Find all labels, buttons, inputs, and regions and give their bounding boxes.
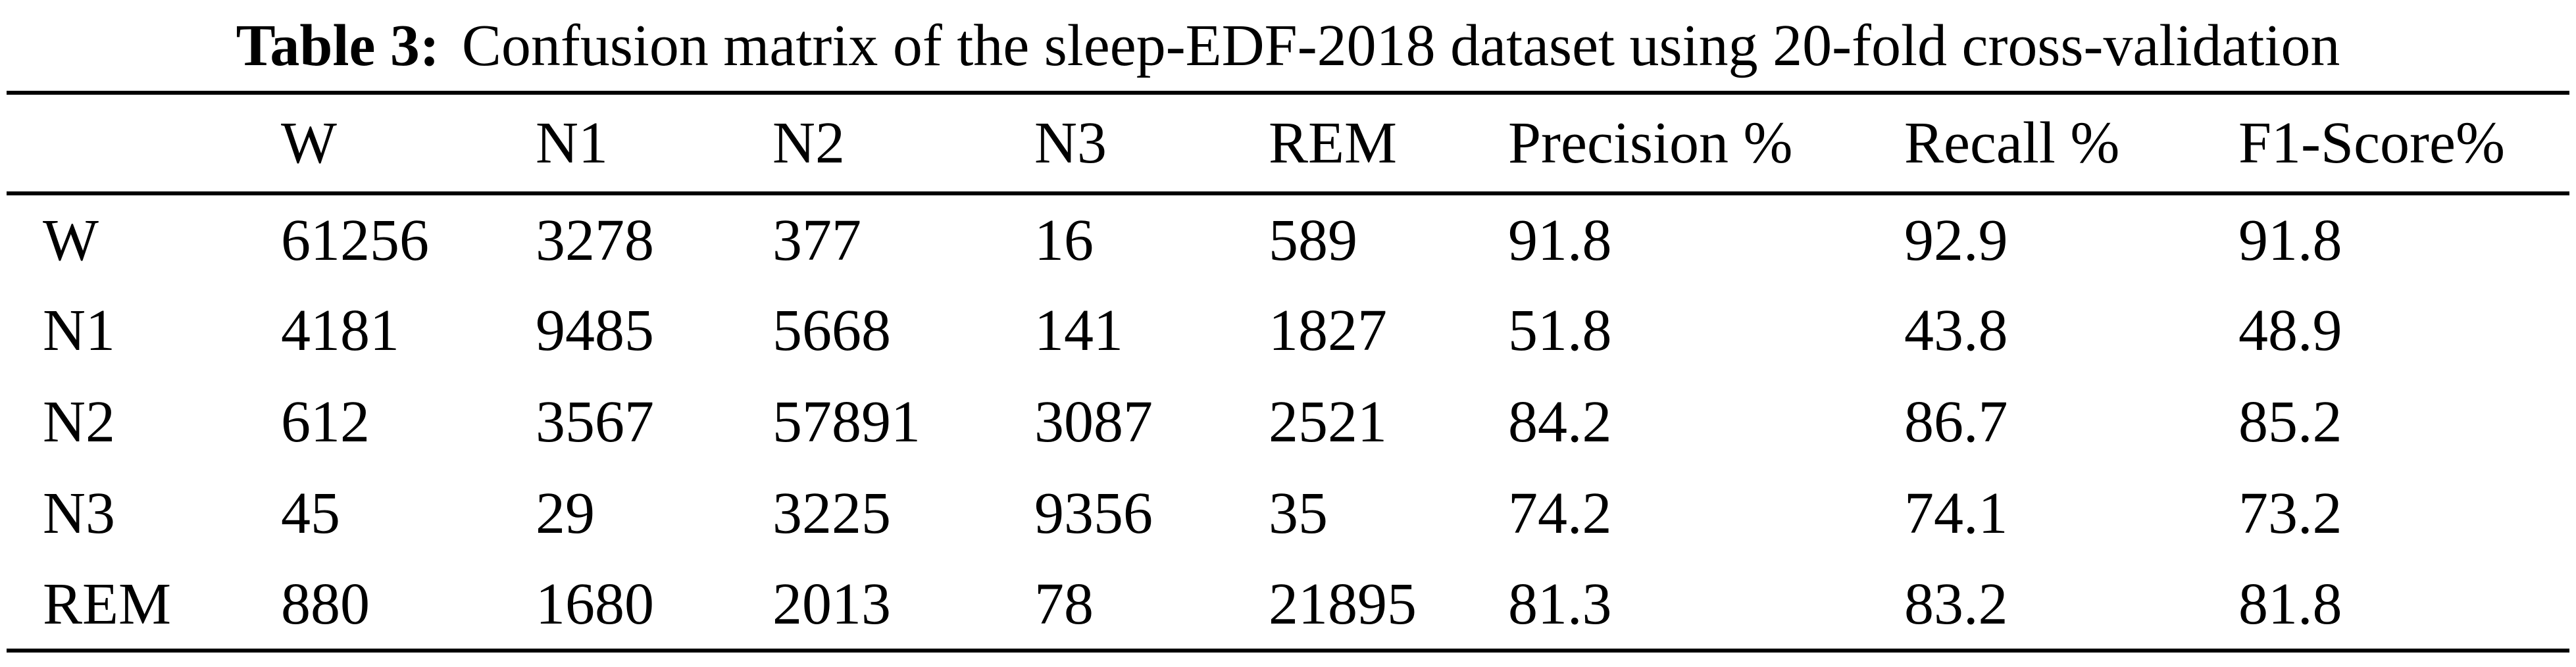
table-cell: 9356: [1034, 481, 1153, 546]
table-cell: 84.2: [1508, 389, 1612, 455]
header-cell-f1score: F1-Score%: [2238, 93, 2569, 195]
header-cell-precision: Precision %: [1508, 93, 1904, 195]
table-cell: 51.8: [1508, 298, 1612, 363]
table-row-n3: N3 45 29 3225 9356 35 74.2 74.1 73.2: [7, 468, 2569, 559]
table-cell: 86.7: [1904, 389, 2008, 455]
header-cell-n3: N3: [1034, 93, 1269, 195]
table-cell: 16: [1034, 207, 1094, 273]
table-cell: 9485: [536, 298, 654, 363]
table-cell: 141: [1034, 298, 1123, 363]
table-cell: 45: [281, 481, 340, 546]
table-cell: 61256: [281, 207, 429, 273]
header-cell-n2: N2: [772, 93, 1034, 195]
row-label: N1: [43, 298, 115, 363]
row-label: N3: [43, 481, 115, 546]
header-cell-w: W: [281, 93, 536, 195]
row-label: REM: [43, 571, 172, 637]
table-cell: 21895: [1269, 571, 1417, 637]
table-cell: 81.3: [1508, 571, 1612, 637]
table-cell: 1827: [1269, 298, 1387, 363]
table-caption-text: Confusion matrix of the sleep-EDF-2018 d…: [461, 12, 2340, 78]
table-row-w: W 61256 3278 377 16 589 91.8 92.9 91.8: [7, 193, 2569, 285]
table-caption-label: Table 3:: [236, 12, 440, 78]
row-label: W: [43, 207, 99, 273]
table-cell: 1680: [536, 571, 654, 637]
table-cell: 73.2: [2238, 481, 2342, 546]
table-cell: 3087: [1034, 389, 1153, 455]
table-cell: 4181: [281, 298, 399, 363]
table-caption: Table 3: Confusion matrix of the sleep-E…: [0, 0, 2576, 91]
table-row-rem: REM 880 1680 2013 78 21895 81.3 83.2 81.…: [7, 559, 2569, 651]
table-cell: 612: [281, 389, 370, 455]
table-cell: 43.8: [1904, 298, 2008, 363]
table-cell: 3567: [536, 389, 654, 455]
table-cell: 85.2: [2238, 389, 2342, 455]
header-cell-n1: N1: [536, 93, 772, 195]
table-cell: 5668: [772, 298, 891, 363]
table-cell: 78: [1034, 571, 1094, 637]
table-cell: 2013: [772, 571, 891, 637]
table-cell: 91.8: [1508, 207, 1612, 273]
table-cell: 35: [1269, 481, 1328, 546]
table-cell: 91.8: [2238, 207, 2342, 273]
table-row-n1: N1 4181 9485 5668 141 1827 51.8 43.8 48.…: [7, 285, 2569, 376]
header-cell-empty: [7, 93, 281, 195]
table-cell: 74.2: [1508, 481, 1612, 546]
table-cell: 3278: [536, 207, 654, 273]
table-cell: 48.9: [2238, 298, 2342, 363]
table-cell: 377: [772, 207, 861, 273]
table-cell: 81.8: [2238, 571, 2342, 637]
table-cell: 74.1: [1904, 481, 2008, 546]
table-cell: 589: [1269, 207, 1357, 273]
header-cell-rem: REM: [1269, 93, 1508, 195]
table-cell: 57891: [772, 389, 921, 455]
table-cell: 92.9: [1904, 207, 2008, 273]
table-cell: 83.2: [1904, 571, 2008, 637]
table-cell: 29: [536, 481, 595, 546]
header-cell-recall: Recall %: [1904, 93, 2238, 195]
table-row-n2: N2 612 3567 57891 3087 2521 84.2 86.7 85…: [7, 376, 2569, 468]
table-cell: 3225: [772, 481, 891, 546]
confusion-matrix-table: W N1 N2 N3 REM Precision % Recall % F1-S…: [7, 91, 2569, 653]
table-cell: 880: [281, 571, 370, 637]
header-row: W N1 N2 N3 REM Precision % Recall % F1-S…: [7, 93, 2569, 195]
row-label: N2: [43, 389, 115, 455]
table-cell: 2521: [1269, 389, 1387, 455]
